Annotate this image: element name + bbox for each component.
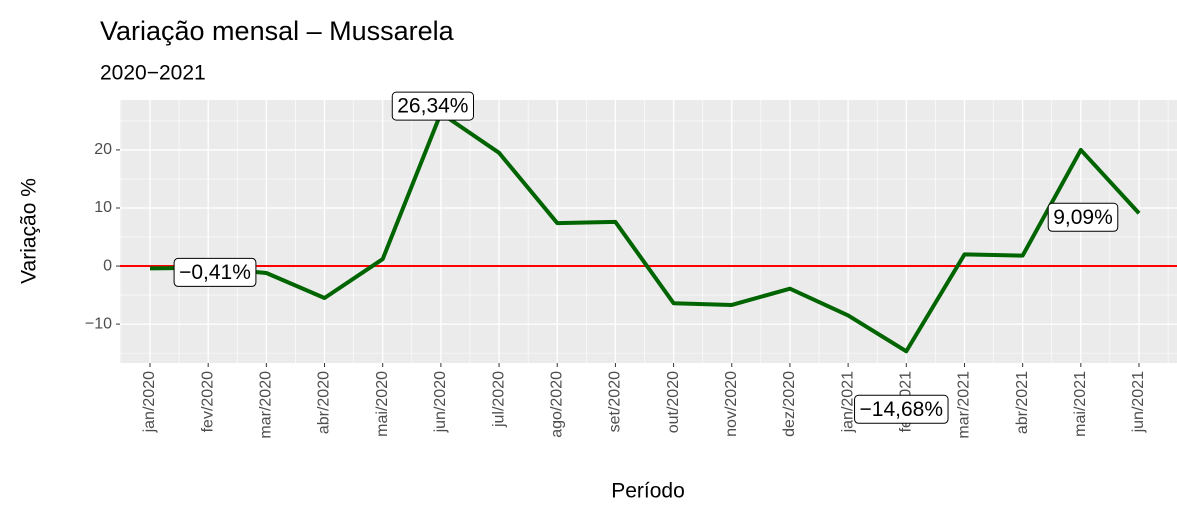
- plot-panel: [120, 100, 1177, 363]
- data-label-text: −0,41%: [179, 261, 251, 284]
- x-tick-label: mar/2020: [258, 371, 275, 439]
- x-tick-label: mar/2021: [956, 371, 973, 439]
- x-tick-label: nov/2020: [723, 371, 740, 437]
- data-label: 26,34%: [391, 91, 474, 121]
- data-label-box: [391, 91, 474, 121]
- data-label-box: [173, 257, 257, 287]
- data-label-text: 26,34%: [397, 95, 468, 118]
- data-label: −0,41%: [173, 257, 257, 287]
- chart-subtitle: 2020−2021: [100, 62, 206, 85]
- x-tick-label: jan/2020: [141, 371, 158, 433]
- x-tick-label: jul/2020: [490, 371, 507, 428]
- x-tick-label: jan/2021: [839, 371, 856, 433]
- line: [149, 111, 1141, 354]
- x-tick-label: out/2020: [665, 371, 682, 433]
- data-label-text: −14,68%: [860, 398, 944, 421]
- x-tick-label: ago/2020: [548, 371, 565, 438]
- y-tick-label: 10: [94, 199, 112, 216]
- x-tick-label: dez/2020: [781, 371, 798, 437]
- x-tick-label: fev/2020: [199, 371, 216, 432]
- y-tick-label: 0: [103, 257, 112, 274]
- y-axis-title: Variação %: [18, 178, 41, 284]
- data-label-text: 9,09%: [1053, 206, 1113, 229]
- x-tick-label: mai/2021: [1072, 371, 1089, 437]
- data-label-box: [1047, 202, 1119, 232]
- x-tick-label: jun/2021: [1130, 371, 1147, 433]
- y-tick-label: −10: [85, 315, 112, 332]
- data-label: 9,09%: [1047, 202, 1119, 232]
- data-label-box: [854, 394, 949, 424]
- x-tick-label: jun/2020: [432, 371, 449, 433]
- x-axis-title: Período: [611, 480, 685, 503]
- x-tick-label: abr/2020: [316, 371, 333, 434]
- data-label: −14,68%: [854, 394, 949, 424]
- y-tick-label: 20: [94, 141, 112, 158]
- x-tick-label: mai/2020: [374, 371, 391, 437]
- x-tick-label: set/2020: [607, 371, 624, 432]
- x-tick-label: abr/2021: [1014, 371, 1031, 434]
- chart-title: Variação mensal – Mussarela: [100, 16, 455, 46]
